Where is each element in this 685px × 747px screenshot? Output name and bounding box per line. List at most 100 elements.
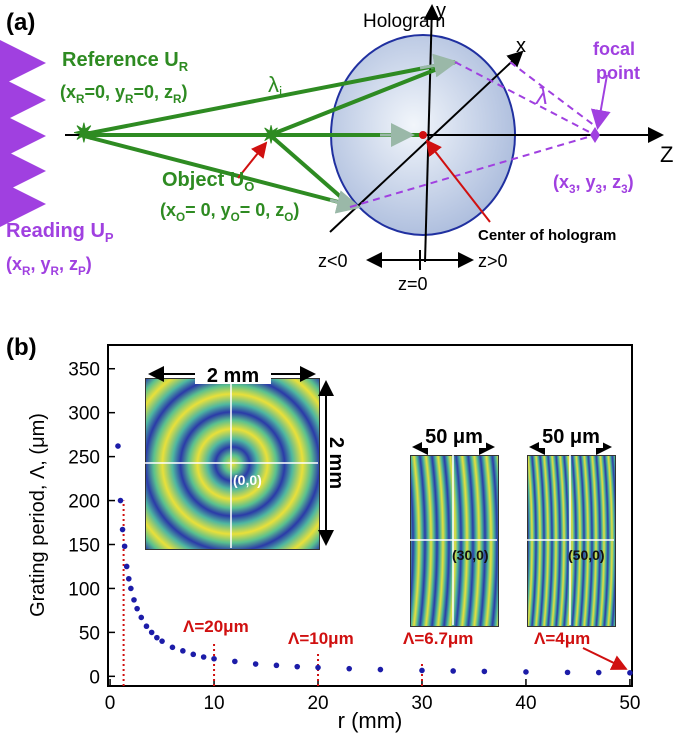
point [211,655,217,662]
annotation: Λ=4μm [534,629,590,648]
inset-origin: (0,0) [233,472,262,488]
text-part: ) [293,200,299,220]
star: ✷ [73,118,95,148]
text-part: =0, y [84,82,125,102]
inset-dimensions [148,366,612,546]
inset-origin: (50,0) [568,547,605,563]
focal-arrow [590,74,611,130]
annotation-arrow [582,647,628,670]
x-tick-label: 0 [105,693,116,714]
x-tick-label: 30 [411,693,432,714]
inset-origin: (30,0) [452,547,489,563]
y-tick-label: 350 [68,360,100,381]
text-part: (x [6,254,22,274]
focal-coords: (x3, y3, z3) [553,172,634,196]
y-axis-label: Grating period, Λ, (μm) [27,413,49,617]
inset-fringes [410,455,499,627]
subscript: 3 [621,183,628,196]
x-tick-label: 10 [203,693,224,714]
point [200,654,207,660]
x-tick-label: 20 [307,693,328,714]
point [121,543,128,550]
text-part: =0, z [133,82,173,102]
text-part: , y [30,254,50,274]
subscript: 3 [569,183,576,196]
center-arrow [425,139,491,223]
subscript: P [105,230,114,245]
y-tick-label: 150 [68,536,100,557]
y-tick-label: 300 [68,404,100,425]
hologram-label: Hologram [363,11,445,32]
text-part: ) [86,254,92,274]
point [377,666,384,673]
point [119,526,126,533]
text-part: (x [160,200,176,220]
lambda: λ [534,83,548,110]
text-part: = 0, z [240,200,285,220]
annotation: Λ=10μm [288,629,354,648]
text-part: Reference U [62,49,179,71]
text-part: λ [268,72,279,97]
point [450,668,456,674]
subscript: O [284,211,293,224]
focal-label: focal [593,39,635,59]
point [117,497,124,504]
point [131,597,137,603]
point [143,623,150,630]
text-part: , y [576,172,596,192]
subscript: R [50,265,59,278]
inset-rings [145,378,320,550]
plot-frame [107,344,633,687]
text-part: (x [553,172,569,192]
point [273,662,280,669]
subscript: R [76,93,85,106]
subscript: R [125,93,134,106]
point [595,669,602,676]
label-bg [195,364,271,384]
text-part: ) [181,82,187,102]
point [148,629,155,636]
y-tick-label: 0 [89,667,100,688]
x-tick-label: 40 [515,693,536,714]
reading: Reading UP [6,220,114,245]
text-part: , z [602,172,621,192]
point [159,638,165,644]
point [419,667,425,674]
annotation: Λ=6.7μm [403,629,473,648]
text-part: ) [628,172,634,192]
point [180,648,186,654]
subscript: O [244,179,254,194]
inset-size: 50 μm [542,426,600,448]
reading-arrows [0,28,46,239]
point [154,634,160,641]
center-label: Center of hologram [478,227,616,244]
text-part: = 0, y [185,200,231,220]
inset-fringes [527,455,616,627]
subscript: i [279,85,282,101]
inset-crosshair [145,378,614,625]
point [481,668,488,675]
text-part: Reading U [6,220,105,242]
z-label: z<0 [318,251,348,271]
text-part: (x [60,82,76,102]
object-arrow [237,141,268,179]
reading-coords: (xR, yR, zP) [6,254,92,278]
point [346,665,353,672]
z-label: z=0 [398,274,428,294]
point [232,658,238,665]
x-tick-label: 50 [619,693,640,714]
panel-label: (b) [6,334,37,361]
point [138,614,145,621]
point [523,669,529,675]
subscript: R [22,265,31,278]
z-label: z>0 [478,251,508,271]
subscript: 3 [596,183,603,196]
point [115,443,121,449]
axis-label: x [516,35,526,57]
subscript: R [179,59,189,74]
diffracted [349,61,596,208]
subscript: O [176,211,185,224]
text-part: Object U [162,169,244,191]
y-tick-label: 250 [68,448,100,469]
